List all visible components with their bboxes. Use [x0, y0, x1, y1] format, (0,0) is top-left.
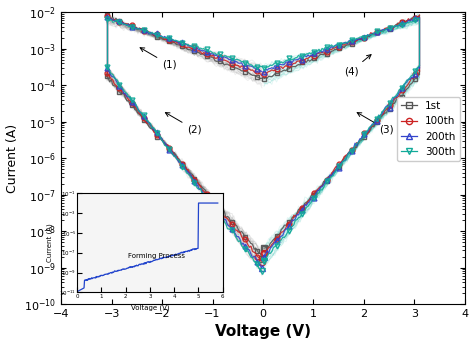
Text: (4): (4) [344, 55, 371, 76]
X-axis label: Voltage (V): Voltage (V) [215, 324, 311, 339]
Legend: 1st, 100th, 200th, 300th: 1st, 100th, 200th, 300th [397, 97, 460, 161]
Text: (3): (3) [357, 112, 394, 135]
Y-axis label: Current (A): Current (A) [6, 124, 18, 193]
Text: (1): (1) [140, 48, 177, 70]
Text: (2): (2) [165, 112, 202, 135]
